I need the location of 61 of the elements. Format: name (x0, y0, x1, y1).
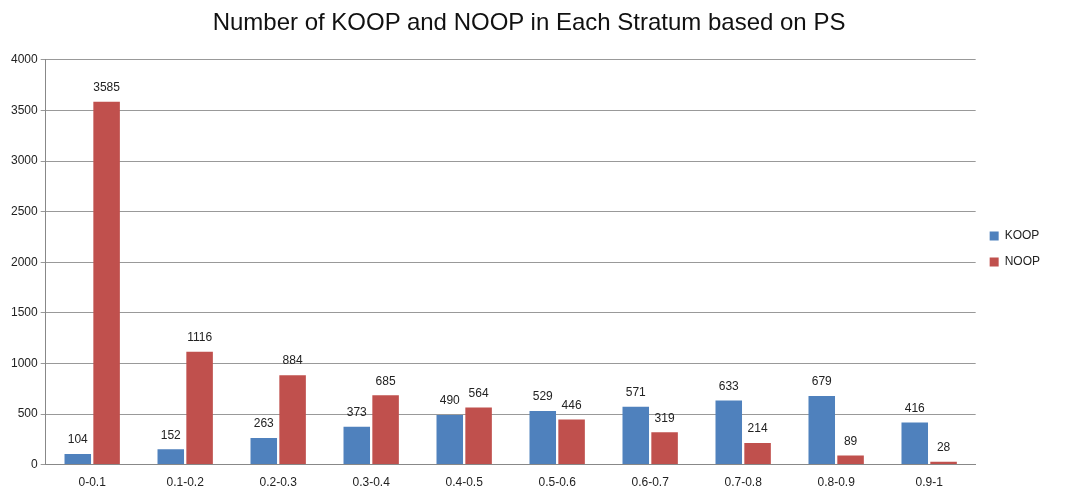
x-tick-label: 0.2-0.3 (259, 475, 298, 490)
data-label: 564 (468, 385, 489, 400)
bar (622, 406, 650, 465)
bar (157, 449, 185, 465)
data-label: 89 (843, 433, 858, 448)
bar (436, 415, 464, 465)
bar (64, 454, 92, 465)
y-tick-label: 3000 (10, 153, 39, 168)
data-label: 3585 (93, 80, 121, 95)
legend-label: NOOP (1004, 254, 1041, 269)
y-tick-label: 1500 (10, 305, 39, 320)
y-tick-label: 1000 (10, 355, 39, 370)
data-label: 152 (160, 427, 182, 442)
data-label: 373 (346, 405, 368, 420)
data-label: 571 (625, 385, 647, 400)
bar (901, 422, 929, 465)
bar (744, 442, 771, 465)
y-tick-label: 3500 (10, 102, 39, 117)
bar (343, 426, 371, 465)
y-tick-label: 2000 (10, 254, 39, 269)
data-label: 685 (375, 373, 396, 388)
legend-label: KOOP (1004, 228, 1040, 243)
x-tick-label: 0.8-0.9 (817, 475, 856, 490)
x-tick-label: 0.9-1 (915, 475, 944, 490)
bar (93, 101, 120, 465)
bar (250, 437, 278, 465)
data-label: 884 (282, 353, 303, 368)
y-tick-label: 500 (17, 406, 39, 421)
data-label: 633 (718, 378, 740, 393)
data-label: 416 (904, 400, 926, 415)
bar (186, 351, 213, 465)
x-tick-label: 0.3-0.4 (352, 475, 391, 490)
data-label: 319 (654, 410, 675, 425)
x-tick-label: 0.7-0.8 (724, 475, 763, 490)
x-tick-label: 0.6-0.7 (631, 475, 670, 490)
data-label: 104 (67, 432, 89, 447)
x-tick-label: 0-0.1 (78, 475, 107, 490)
bar (529, 411, 557, 465)
x-tick-label: 0.1-0.2 (166, 475, 205, 490)
data-label: 263 (253, 416, 275, 431)
bar (279, 375, 306, 465)
data-label: 214 (747, 421, 768, 436)
x-tick-label: 0.4-0.5 (445, 475, 484, 490)
data-label: 529 (532, 389, 554, 404)
bar (808, 395, 836, 465)
data-label: 679 (811, 374, 833, 389)
bar (651, 432, 678, 465)
data-label: 490 (439, 393, 461, 408)
x-tick-label: 0.5-0.6 (538, 475, 577, 490)
data-label: 1116 (187, 329, 213, 344)
bar (837, 455, 864, 465)
bar (465, 407, 492, 465)
bar (372, 395, 399, 465)
bar (558, 419, 585, 465)
data-label: 446 (561, 397, 582, 412)
bar (715, 400, 743, 465)
data-label: 28 (936, 440, 951, 455)
chart-title: Number of KOOP and NOOP in Each Stratum based on PS (212, 8, 846, 36)
y-tick-label: 4000 (10, 52, 39, 67)
y-tick-label: 2500 (10, 203, 39, 218)
y-tick-label: 0 (31, 456, 39, 471)
